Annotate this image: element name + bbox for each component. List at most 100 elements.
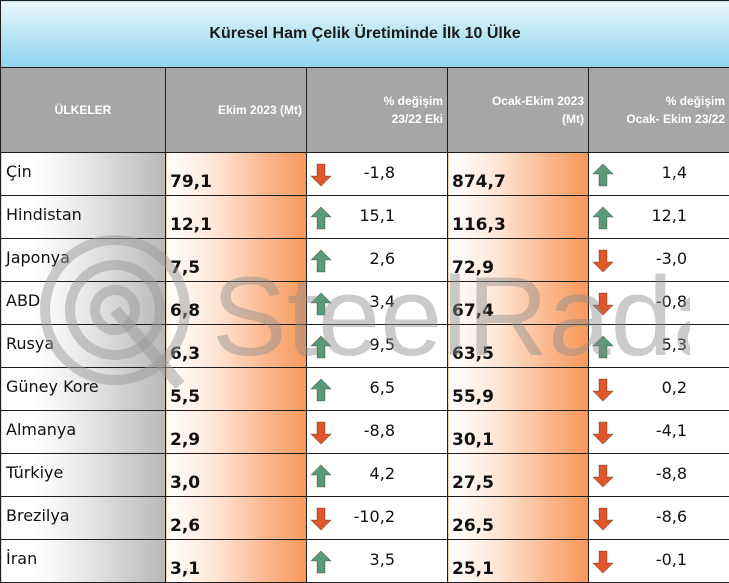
country-cell: Brezilya (0, 496, 166, 540)
ytd-value: 874,7 (452, 172, 506, 192)
oct-value-cell: 2,6 (165, 496, 307, 540)
ytd-value-cell: 67,4 (447, 281, 589, 325)
oct-value-cell: 7,5 (165, 238, 307, 282)
arrow-up-icon (310, 464, 332, 488)
ytd-value: 25,1 (452, 559, 494, 579)
oct-value: 12,1 (170, 215, 212, 235)
country-name: Türkiye (6, 462, 64, 482)
table-row: ABD 6,8 3,4 67,4 -0,8 (0, 281, 729, 325)
oct-value-cell: 6,3 (165, 324, 307, 368)
oct-change-value: 2,6 (369, 249, 395, 268)
ytd-change-value: 0,2 (661, 378, 688, 397)
oct-change-cell: 4,2 (306, 453, 448, 497)
country-cell: Almanya (0, 410, 166, 454)
ytd-change-cell: 12,1 (587, 195, 729, 239)
header-ytd: Ocak-Ekim 2023 (Mt) (447, 67, 589, 153)
table-row: Almanya 2,9 -8,8 30,1 -4,1 (0, 410, 729, 454)
oct-value: 2,6 (170, 516, 201, 536)
ytd-value-cell: 72,9 (447, 238, 589, 282)
arrow-up-icon (310, 550, 332, 574)
country-name: Hindistan (6, 204, 82, 224)
oct-change-cell: 15,1 (306, 195, 448, 239)
table-row: Brezilya 2,6 -10,2 26,5 -8,6 (0, 496, 729, 540)
header-ytd-line1: Ocak-Ekim 2023 (491, 94, 584, 108)
arrow-down-icon (310, 421, 332, 445)
oct-value-cell: 6,8 (165, 281, 307, 325)
ytd-change-cell: -3,0 (587, 238, 729, 282)
arrow-up-icon (310, 249, 332, 273)
country-cell: Japonya (0, 238, 166, 282)
ytd-change-value: 12,1 (651, 206, 688, 225)
header-oct-change: % değişim 23/22 Eki (306, 67, 448, 153)
oct-change-value: 6,5 (369, 378, 395, 397)
arrow-up-icon (592, 335, 614, 359)
header-country: ÜLKELER (0, 67, 166, 153)
ytd-change-value: -3,0 (655, 249, 688, 268)
ytd-change-value: -0,8 (655, 292, 688, 311)
table-title: Küresel Ham Çelik Üretiminde İlk 10 Ülke (0, 0, 729, 68)
country-cell: ABD (0, 281, 166, 325)
ytd-change-cell: 1,4 (587, 152, 729, 196)
table-row: Hindistan 12,1 15,1 116,3 12,1 (0, 195, 729, 239)
oct-change-value: -1,8 (363, 163, 395, 182)
country-name: Japonya (6, 247, 70, 267)
oct-change-cell: -10,2 (306, 496, 448, 540)
ytd-value-cell: 874,7 (447, 152, 589, 196)
country-name: Güney Kore (6, 376, 99, 396)
arrow-up-icon (592, 163, 614, 187)
country-name: Çin (6, 161, 32, 181)
ytd-value: 55,9 (452, 387, 494, 407)
ytd-value: 30,1 (452, 430, 494, 450)
ytd-change-cell: -0,8 (587, 281, 729, 325)
header-ytd-line2: (Mt) (562, 112, 584, 126)
oct-change-cell: 3,4 (306, 281, 448, 325)
oct-value: 7,5 (170, 258, 201, 278)
oct-change-value: 3,5 (369, 550, 395, 569)
ytd-change-cell: 5,3 (587, 324, 729, 368)
country-name: ABD (6, 290, 41, 310)
arrow-down-icon (592, 464, 614, 488)
ytd-change-cell: -8,8 (587, 453, 729, 497)
ytd-change-value: -4,1 (655, 421, 688, 440)
ytd-value-cell: 26,5 (447, 496, 589, 540)
arrow-up-icon (310, 378, 332, 402)
oct-value: 2,9 (170, 430, 201, 450)
oct-value-cell: 79,1 (165, 152, 307, 196)
ytd-value: 26,5 (452, 516, 494, 536)
oct-value-cell: 3,1 (165, 539, 307, 583)
arrow-down-icon (592, 249, 614, 273)
arrow-up-icon (310, 206, 332, 230)
oct-value: 3,1 (170, 559, 201, 579)
oct-change-cell: 3,5 (306, 539, 448, 583)
oct-change-value: -10,2 (353, 507, 395, 526)
arrow-down-icon (592, 550, 614, 574)
country-cell: Çin (0, 152, 166, 196)
arrow-down-icon (592, 292, 614, 316)
country-cell: İran (0, 539, 166, 583)
oct-change-cell: -8,8 (306, 410, 448, 454)
ytd-value-cell: 63,5 (447, 324, 589, 368)
oct-value: 79,1 (170, 172, 212, 192)
country-cell: Türkiye (0, 453, 166, 497)
ytd-change-cell: -8,6 (587, 496, 729, 540)
ytd-change-cell: -0,1 (587, 539, 729, 583)
oct-change-cell: 6,5 (306, 367, 448, 411)
arrow-down-icon (310, 163, 332, 187)
oct-change-value: -8,8 (363, 421, 395, 440)
ytd-value-cell: 25,1 (447, 539, 589, 583)
arrow-down-icon (592, 378, 614, 402)
table-row: İran 3,1 3,5 25,1 -0,1 (0, 539, 729, 583)
ytd-change-value: 5,3 (661, 335, 688, 354)
country-cell: Rusya (0, 324, 166, 368)
header-oct: Ekim 2023 (Mt) (165, 67, 307, 153)
country-cell: Hindistan (0, 195, 166, 239)
arrow-down-icon (592, 421, 614, 445)
arrow-down-icon (592, 507, 614, 531)
table-row: Güney Kore 5,5 6,5 55,9 0,2 (0, 367, 729, 411)
country-name: Almanya (6, 419, 77, 439)
ytd-value-cell: 55,9 (447, 367, 589, 411)
oct-value-cell: 12,1 (165, 195, 307, 239)
ytd-value: 72,9 (452, 258, 494, 278)
ytd-value-cell: 30,1 (447, 410, 589, 454)
